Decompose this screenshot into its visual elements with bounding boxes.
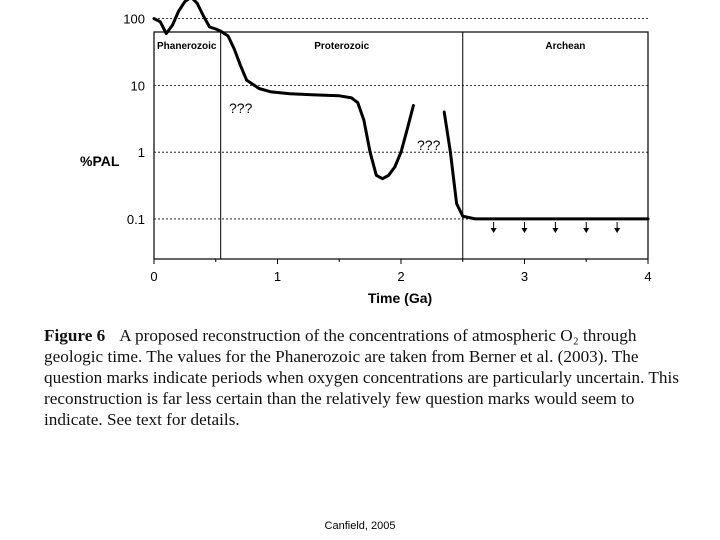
y-tick-label: 0.1 [127,212,145,227]
down-arrow-head [614,227,621,233]
caption-text: A proposed reconstruction of the concent… [44,326,679,429]
y-tick-label: 100 [123,12,145,27]
question-marks-2: ??? [417,137,441,153]
y-tick-label: 10 [131,78,145,93]
question-marks-1: ??? [229,100,253,116]
series-line-proterozoic [245,78,415,181]
x-tick-label: 2 [397,269,404,284]
x-tick-label: 4 [644,269,651,284]
era-dividers: Phanerozoic Proterozoic Archean [157,32,585,259]
down-arrow-head [552,227,559,233]
x-tick-label: 1 [274,269,281,284]
oxygen-series [152,0,650,221]
down-arrow-head [583,227,590,233]
series-line-phanerozoic [152,0,249,82]
plot-frame [153,31,649,260]
y-axis-label: %PAL [80,153,120,169]
x-tick-labels: 0 1 2 3 4 [150,259,652,284]
x-tick-label: 0 [150,269,157,284]
down-arrow-head [521,227,528,233]
series-line-archean [442,110,650,221]
era-label: Phanerozoic [157,41,217,52]
x-tick-label: 3 [521,269,528,284]
source-credit: Canfield, 2005 [324,520,396,532]
down-arrow-head [490,227,497,233]
y-tick-labels: 100 10 1 0.1 [123,12,145,227]
y-tick-label: 1 [138,145,145,160]
figure-label: Figure 6 [44,326,106,345]
o2-chart: Phanerozoic Proterozoic Archean 1001010.1 … [80,0,652,306]
era-label: Proterozoic [314,41,369,52]
era-label: Archean [545,41,585,52]
downward-arrows [490,221,621,233]
x-axis-label: Time (Ga) [368,290,432,306]
